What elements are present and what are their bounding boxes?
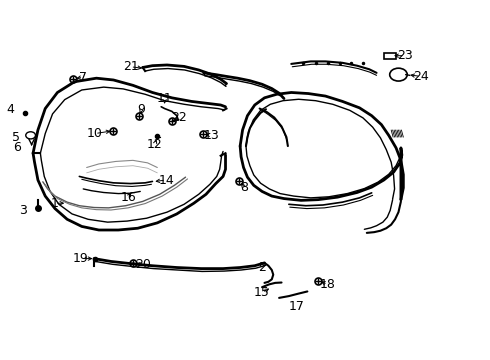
- Text: 23: 23: [397, 49, 413, 62]
- Text: 8: 8: [240, 181, 248, 194]
- Text: 16: 16: [120, 191, 136, 204]
- Bar: [384, 53, 396, 59]
- Text: 13: 13: [203, 129, 219, 142]
- Text: 18: 18: [320, 278, 336, 291]
- Text: 21: 21: [122, 60, 138, 73]
- Text: 22: 22: [172, 111, 187, 124]
- Text: 4: 4: [6, 103, 14, 117]
- Text: 9: 9: [137, 103, 145, 117]
- Text: 19: 19: [73, 252, 89, 265]
- Text: 6: 6: [13, 141, 21, 154]
- Text: 7: 7: [79, 71, 87, 84]
- Text: 14: 14: [158, 174, 174, 186]
- Text: 3: 3: [20, 204, 27, 217]
- Text: 10: 10: [87, 127, 103, 140]
- Text: 11: 11: [157, 93, 172, 105]
- Text: 1: 1: [51, 197, 59, 210]
- Text: 12: 12: [147, 138, 163, 151]
- Text: 20: 20: [135, 258, 150, 271]
- Text: 24: 24: [413, 70, 429, 83]
- Text: 2: 2: [258, 261, 266, 274]
- Text: 17: 17: [288, 300, 304, 312]
- Text: 15: 15: [254, 286, 270, 299]
- Text: 5: 5: [12, 131, 20, 144]
